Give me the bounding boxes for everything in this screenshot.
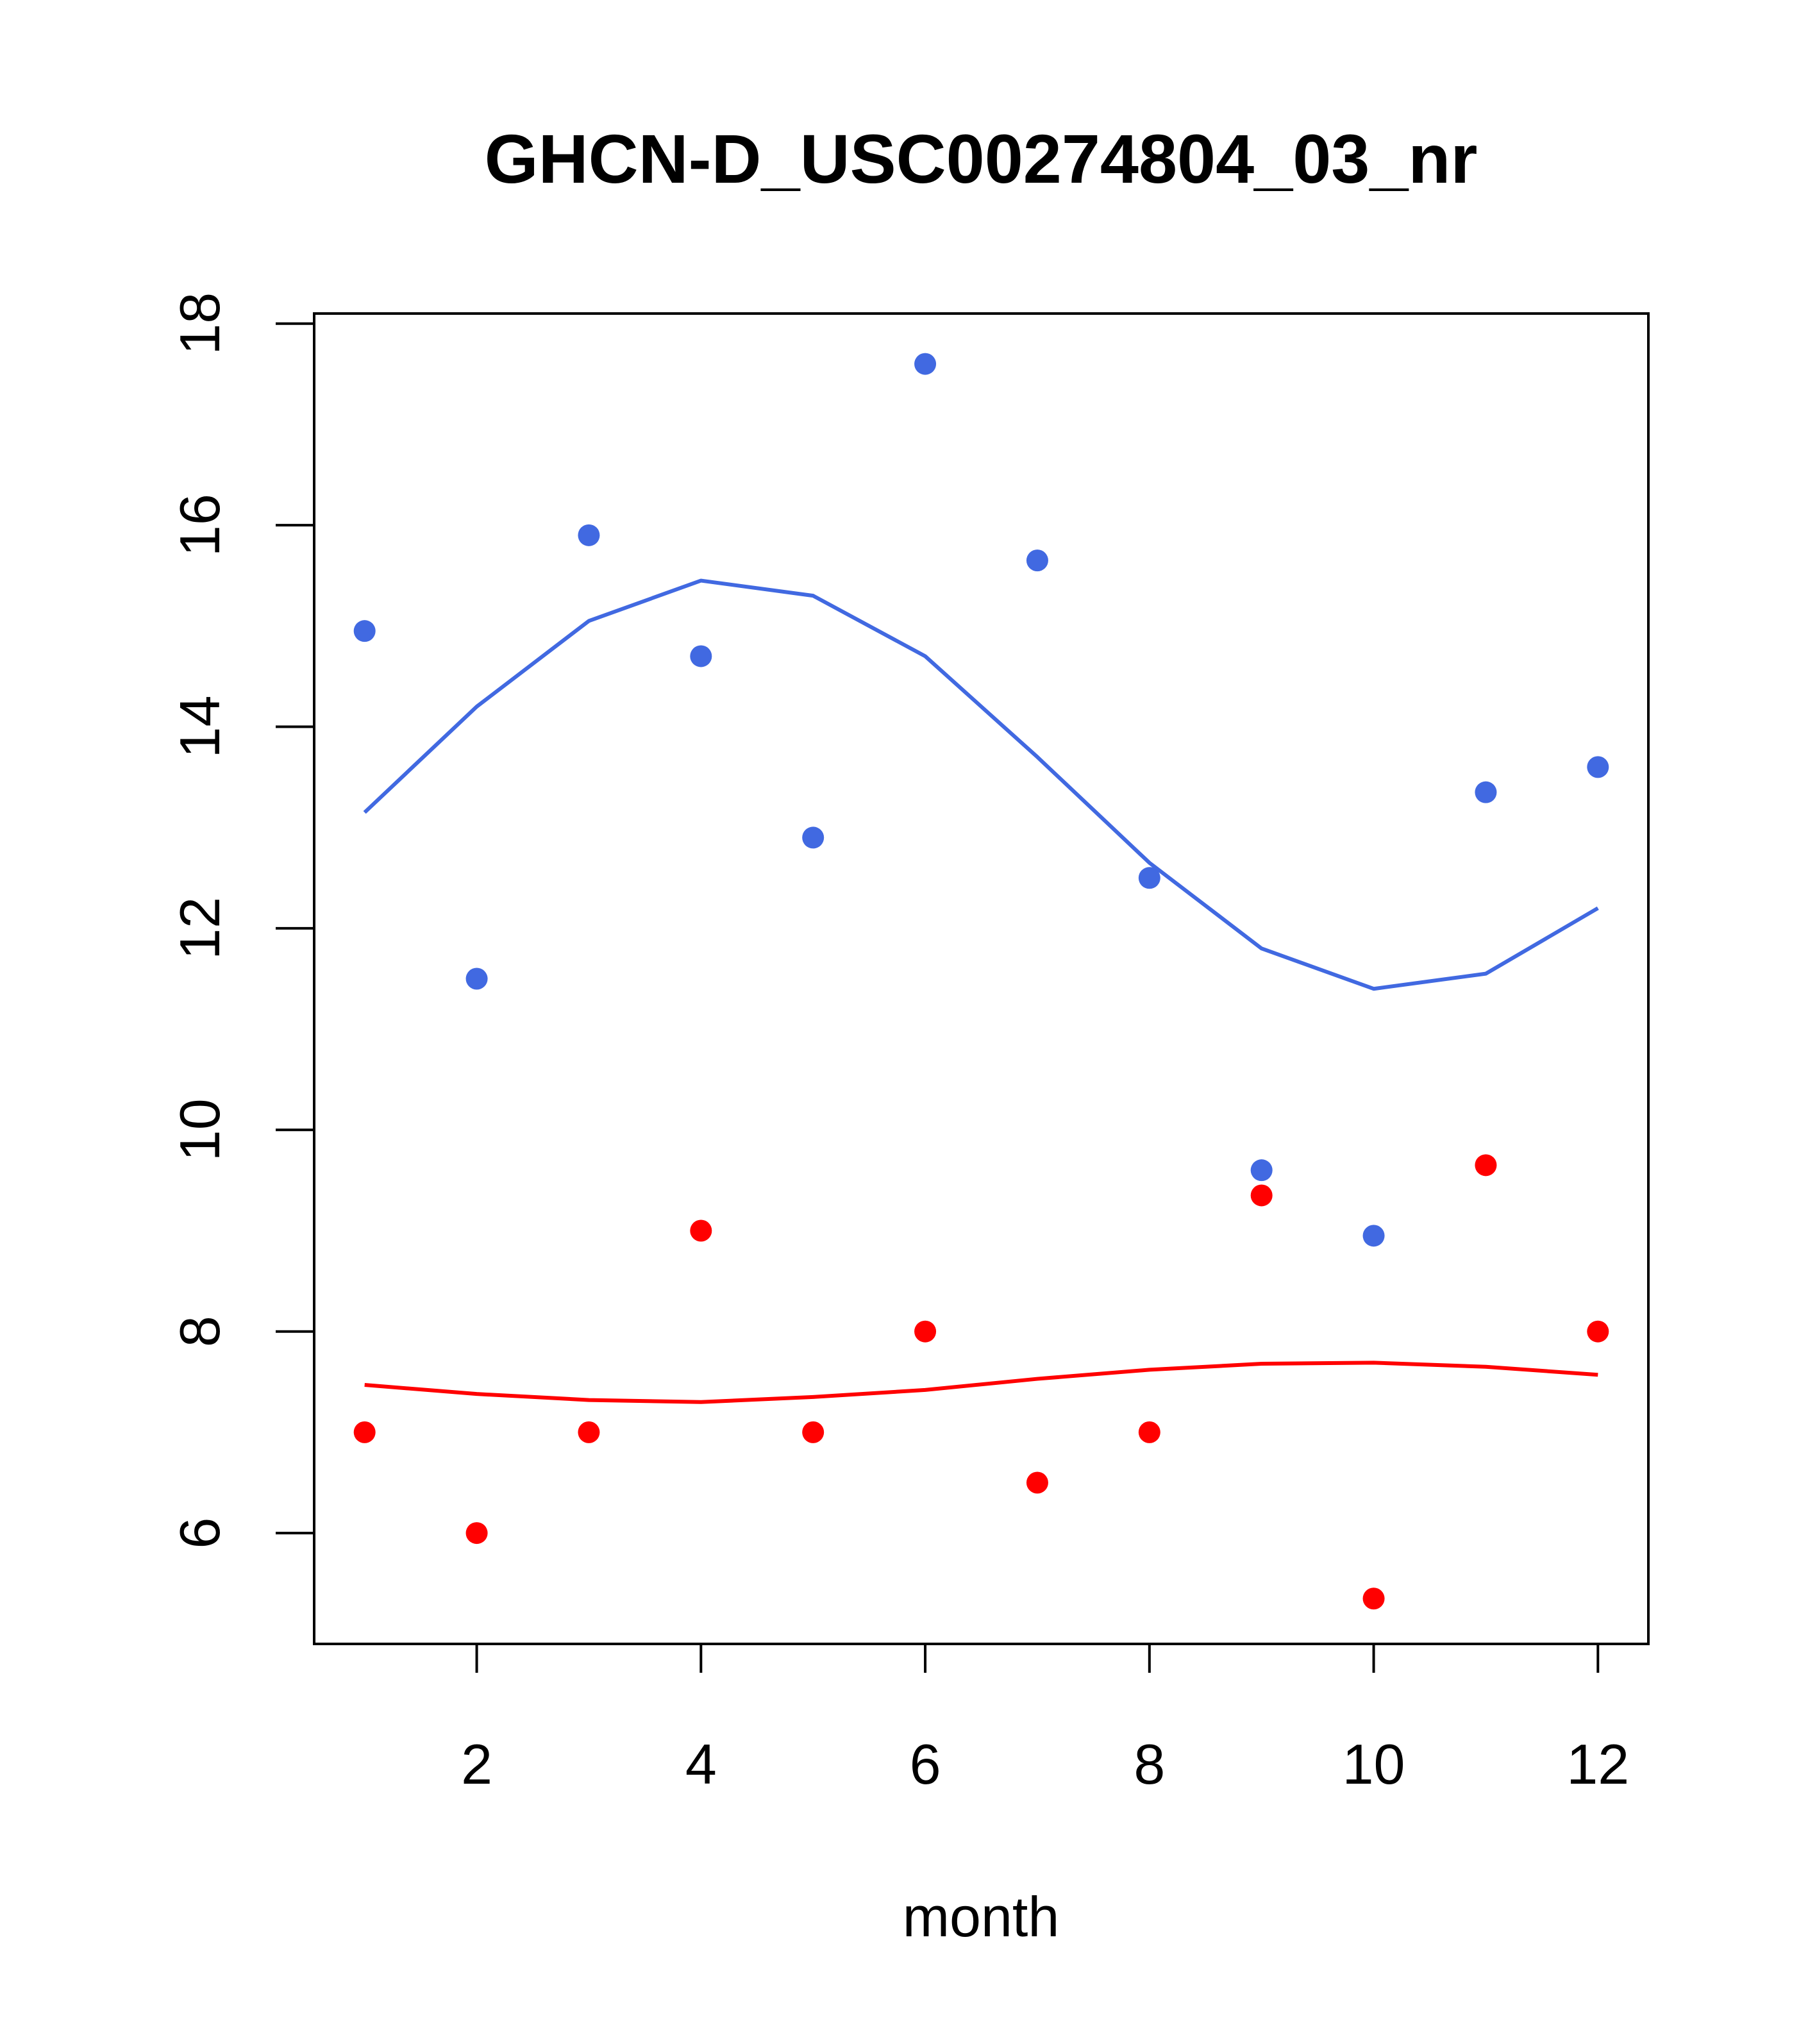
x-axis: 2 4 6 8 10 12 — [461, 1644, 1629, 1796]
data-point — [914, 1320, 937, 1343]
data-point — [465, 968, 488, 990]
chart-title: GHCN-D_USC00274804_03_nr — [485, 120, 1478, 197]
y-tick-label: 8 — [168, 1316, 231, 1347]
data-point — [914, 353, 937, 375]
series-line-1 — [363, 578, 1599, 991]
series-line-3 — [364, 1361, 1598, 1404]
data-point — [1138, 1421, 1160, 1443]
y-tick-label: 14 — [168, 696, 231, 758]
data-point — [1250, 1159, 1273, 1182]
x-axis-label: month — [903, 1885, 1060, 1948]
plot-frame — [313, 312, 1650, 1645]
data-point — [802, 1421, 825, 1443]
x-tick-label: 2 — [461, 1732, 492, 1796]
data-point — [1587, 756, 1609, 778]
x-tick-label: 4 — [685, 1732, 717, 1796]
data-point — [1026, 549, 1048, 572]
y-tick-label: 16 — [168, 494, 231, 557]
data-point — [690, 1219, 712, 1242]
data-point — [1475, 781, 1497, 803]
y-tick-label: 18 — [168, 292, 231, 355]
data-point — [353, 1421, 376, 1443]
data-point — [578, 524, 600, 546]
x-tick-label: 12 — [1566, 1732, 1629, 1796]
x-tick-label: 8 — [1134, 1732, 1165, 1796]
series-layer — [353, 353, 1609, 1610]
x-tick-label: 6 — [910, 1732, 941, 1796]
data-point — [1250, 1184, 1273, 1207]
data-point — [353, 620, 376, 642]
data-point — [1138, 867, 1160, 889]
data-point — [578, 1421, 600, 1443]
data-point — [1362, 1587, 1385, 1610]
data-point — [1026, 1471, 1048, 1494]
data-point — [1475, 1154, 1497, 1177]
y-tick-label: 12 — [168, 897, 231, 960]
y-axis: 6 8 10 12 14 16 18 — [168, 292, 314, 1549]
x-tick-label: 10 — [1343, 1732, 1405, 1796]
data-point — [1362, 1225, 1385, 1247]
data-point — [802, 826, 825, 849]
y-tick-label: 6 — [168, 1518, 231, 1549]
data-point — [465, 1522, 488, 1545]
data-point — [690, 645, 712, 667]
data-point — [1587, 1320, 1609, 1343]
y-tick-label: 10 — [168, 1098, 231, 1161]
